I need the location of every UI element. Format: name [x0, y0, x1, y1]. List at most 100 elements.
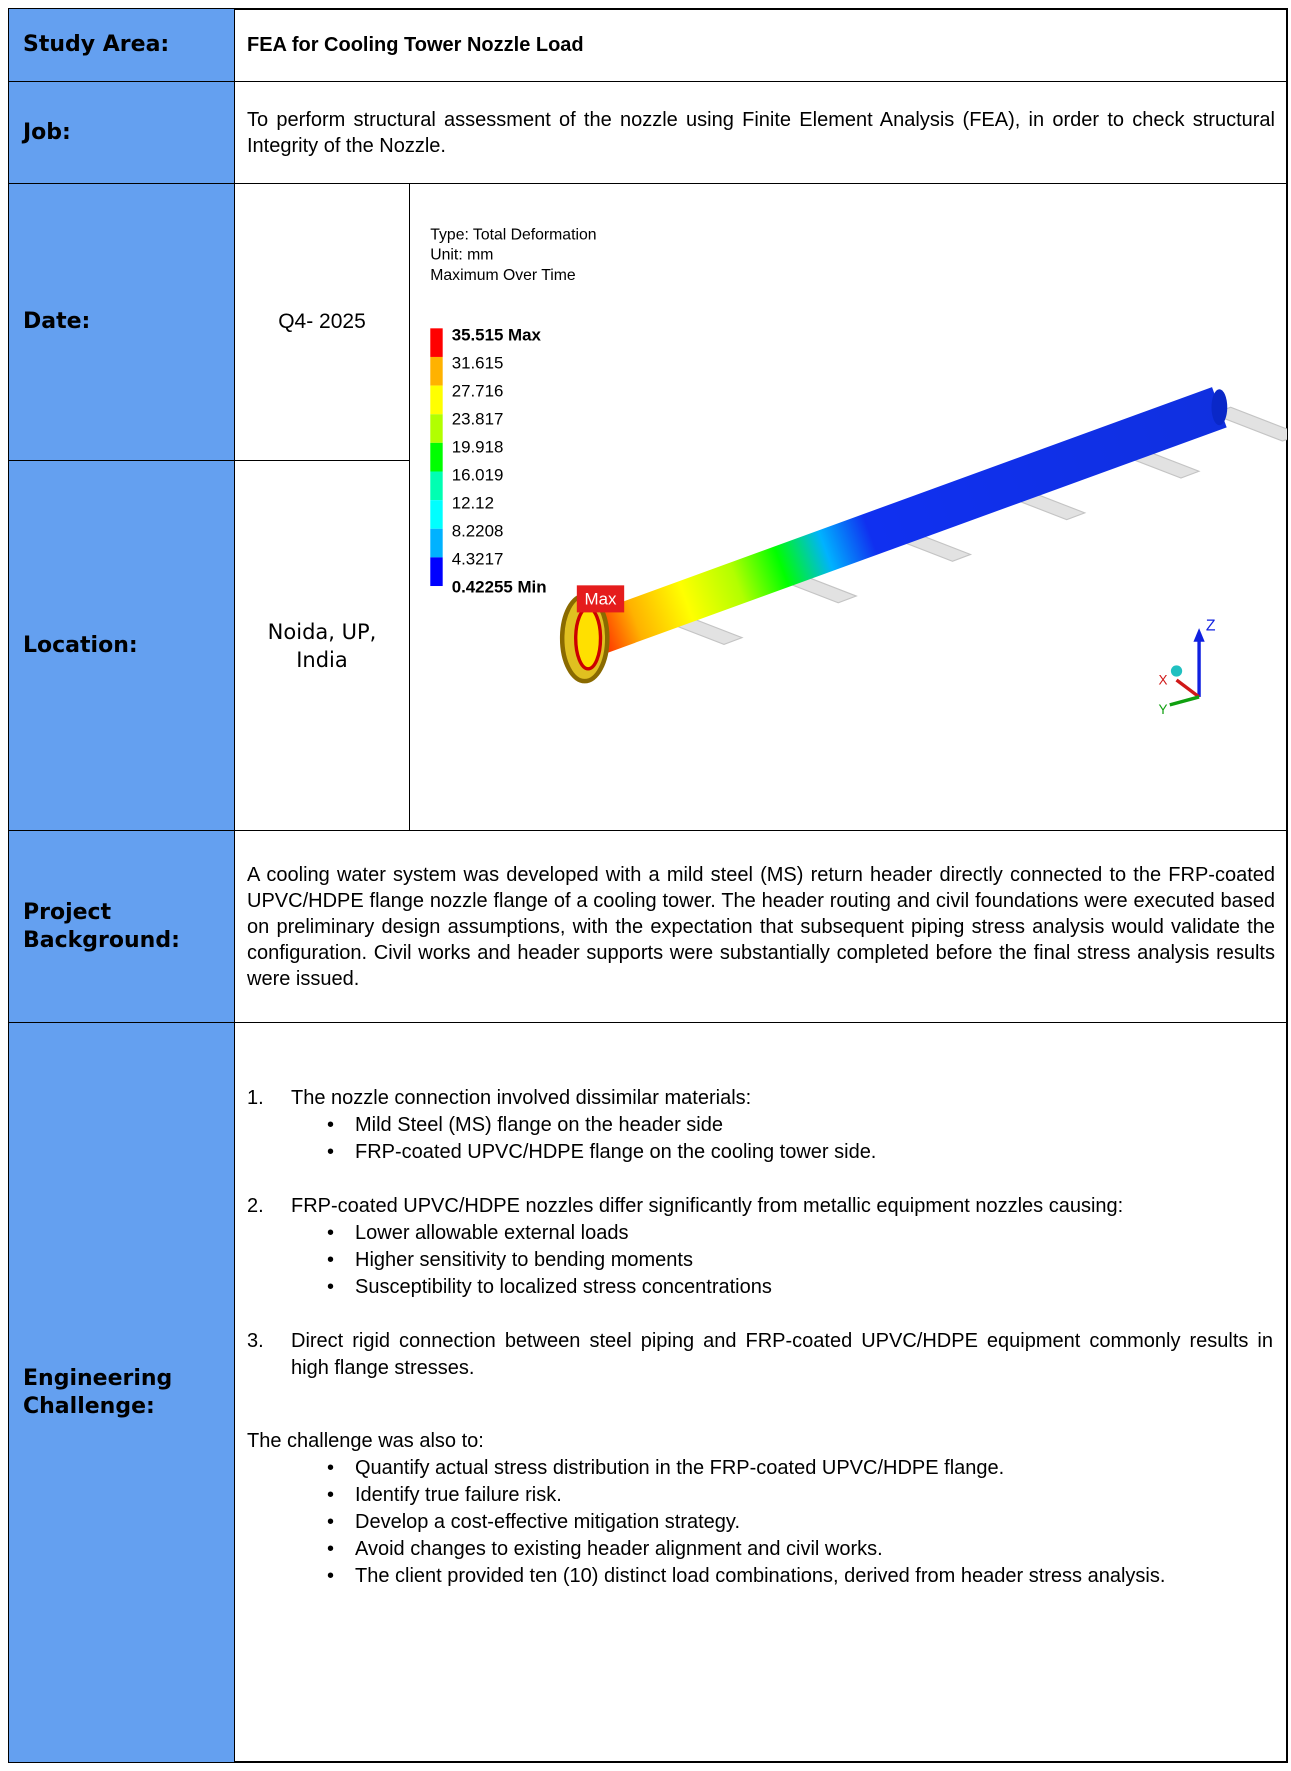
- legend-swatch: [430, 529, 442, 558]
- bullet-text: Higher sensitivity to bending moments: [355, 1247, 693, 1274]
- row-value: FEA for Cooling Tower Nozzle Load: [234, 8, 1288, 82]
- bullet-dot: •: [327, 1536, 355, 1563]
- bullet-text: Mild Steel (MS) flange on the header sid…: [355, 1112, 723, 1139]
- legend-swatch: [430, 386, 442, 415]
- bullet-text: Identify true failure risk.: [355, 1482, 562, 1509]
- item-number: 3.: [247, 1328, 291, 1382]
- bullet-text: Avoid changes to existing header alignme…: [355, 1536, 883, 1563]
- item-number: 2.: [247, 1193, 291, 1220]
- value: FEA for Cooling Tower Nozzle Load: [247, 32, 584, 58]
- flange-bore: [576, 608, 601, 669]
- row-label: Project Background:: [8, 830, 235, 1023]
- bullet-item: •Avoid changes to existing header alignm…: [327, 1536, 1273, 1563]
- bullet-text: The client provided ten (10) distinct lo…: [355, 1563, 1165, 1590]
- bullet-item: •Develop a cost-effective mitigation str…: [327, 1509, 1273, 1536]
- legend-swatch: [430, 328, 442, 357]
- row-value: A cooling water system was developed wit…: [234, 830, 1288, 1023]
- legend-label: 27.716: [452, 382, 504, 401]
- row-label: Job:: [8, 81, 235, 184]
- value: A cooling water system was developed wit…: [247, 862, 1275, 992]
- legend-label: 12.12: [452, 493, 494, 512]
- bullet-item: •FRP-coated UPVC/HDPE flange on the cool…: [327, 1139, 1273, 1166]
- legend: Type: Total Deformation Unit: mm Maximum O…: [430, 226, 596, 596]
- legend-label: 31.615: [452, 354, 504, 373]
- bullet-list: •Lower allowable external loads•Higher s…: [327, 1220, 1273, 1301]
- bullet-dot: •: [327, 1482, 355, 1509]
- legend-swatch: [430, 443, 442, 472]
- bullet-item: •Quantify actual stress distribution in …: [327, 1455, 1273, 1482]
- value: To perform structural assessment of the …: [247, 107, 1275, 159]
- bullet-text: Quantify actual stress distribution in t…: [355, 1455, 1004, 1482]
- bullet-dot: •: [327, 1455, 355, 1482]
- legend-swatch: [430, 357, 442, 386]
- label: Job:: [23, 119, 71, 147]
- bullet-text: Lower allowable external loads: [355, 1220, 629, 1247]
- row-value: To perform structural assessment of the …: [234, 81, 1288, 184]
- item-text: Direct rigid connection between steel pi…: [291, 1328, 1273, 1382]
- bullet-item: •The client provided ten (10) distinct l…: [327, 1563, 1273, 1590]
- bullet-text: Susceptibility to localized stress conce…: [355, 1274, 772, 1301]
- bullet-dot: •: [327, 1112, 355, 1139]
- item-number: 1.: [247, 1085, 291, 1112]
- page: {"study_area":{"label":"Study Area:","va…: [0, 0, 1291, 1771]
- legend-label: 19.918: [452, 438, 504, 457]
- row-value: Noida, UP, India: [234, 460, 410, 831]
- label: Study Area:: [23, 31, 169, 59]
- pipe-end: [1211, 389, 1227, 425]
- legend-label: 4.3217: [452, 549, 504, 568]
- legend-swatch: [430, 500, 442, 529]
- row-label: Engineering Challenge:: [8, 1022, 235, 1763]
- bullet-dot: •: [327, 1509, 355, 1536]
- value: Noida, UP, India: [257, 618, 387, 674]
- legend-header: Maximum Over Time: [430, 267, 576, 284]
- legend-header: Type: Total Deformation: [430, 226, 596, 243]
- row-label: Date:: [8, 183, 235, 461]
- bullet-dot: •: [327, 1247, 355, 1274]
- value: Q4- 2025: [278, 308, 366, 336]
- row-label: Study Area:: [8, 8, 235, 82]
- fea-figure: Type: Total Deformation Unit: mm Maximum O…: [410, 184, 1287, 830]
- bullet-text: FRP-coated UPVC/HDPE flange on the cooli…: [355, 1139, 876, 1166]
- label: Date:: [23, 308, 90, 336]
- item-text: FRP-coated UPVC/HDPE nozzles differ sign…: [291, 1193, 1123, 1220]
- numbered-item: 2.FRP-coated UPVC/HDPE nozzles differ si…: [247, 1193, 1273, 1301]
- label: Engineering Challenge:: [23, 1365, 220, 1421]
- axis-label: X: [1158, 673, 1167, 688]
- bullet-item: •Susceptibility to localized stress conc…: [327, 1274, 1273, 1301]
- challenge-content: 1.The nozzle connection involved dissimi…: [234, 1022, 1288, 1763]
- bullet-list: •Mild Steel (MS) flange on the header si…: [327, 1112, 1273, 1166]
- row-value: Q4- 2025: [234, 183, 410, 461]
- supports: [654, 407, 1287, 644]
- numbered-item: 1.The nozzle connection involved dissimi…: [247, 1085, 1273, 1166]
- legend-header: Unit: mm: [430, 247, 493, 264]
- numbered-item: 3.Direct rigid connection between steel …: [247, 1328, 1273, 1382]
- numbered-line: 1.The nozzle connection involved dissimi…: [247, 1085, 1273, 1112]
- label: Project Background:: [23, 899, 220, 955]
- max-tag-label: Max: [585, 590, 617, 609]
- numbered-line: 2.FRP-coated UPVC/HDPE nozzles differ si…: [247, 1193, 1273, 1220]
- triad: Z X Y: [1158, 617, 1215, 716]
- legend-swatch: [430, 414, 442, 443]
- legend-label: 16.019: [452, 466, 504, 485]
- bullet-item: •Identify true failure risk.: [327, 1482, 1273, 1509]
- numbered-line: 3.Direct rigid connection between steel …: [247, 1328, 1273, 1382]
- label: Location:: [23, 632, 138, 660]
- bullet-text: Develop a cost-effective mitigation stra…: [355, 1509, 740, 1536]
- bullet-dot: •: [327, 1563, 355, 1590]
- legend-swatch: [430, 557, 442, 586]
- legend-label: 0.42255 Min: [452, 577, 547, 596]
- legend-label: 23.817: [452, 410, 504, 429]
- intro: The challenge was also to:: [247, 1428, 1273, 1455]
- item-text: The nozzle connection involved dissimila…: [291, 1085, 751, 1112]
- bullet-dot: •: [327, 1139, 355, 1166]
- bullet-list: •Quantify actual stress distribution in …: [327, 1455, 1273, 1590]
- legend-swatch: [430, 471, 442, 500]
- bullet-item: •Mild Steel (MS) flange on the header si…: [327, 1112, 1273, 1139]
- bullet-dot: •: [327, 1220, 355, 1247]
- axis-label: Z: [1206, 617, 1216, 634]
- row-label: Location:: [8, 460, 235, 831]
- legend-label: 35.515 Max: [452, 326, 542, 345]
- bullet-dot: •: [327, 1274, 355, 1301]
- bullet-item: •Lower allowable external loads: [327, 1220, 1273, 1247]
- bullet-item: •Higher sensitivity to bending moments: [327, 1247, 1273, 1274]
